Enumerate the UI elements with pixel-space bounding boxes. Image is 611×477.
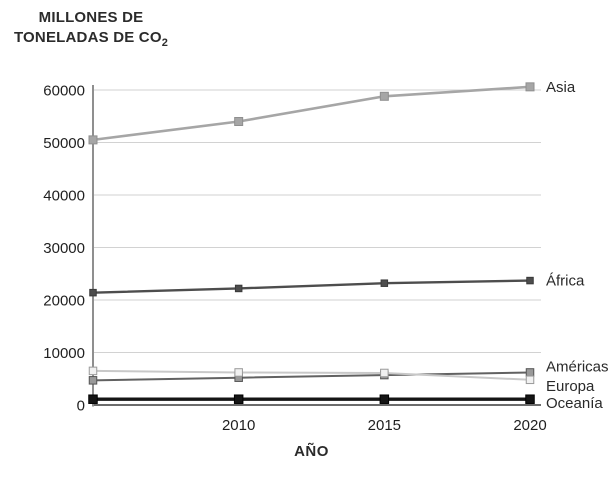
marker-asia-1 bbox=[234, 117, 244, 126]
marker-europa-0 bbox=[88, 366, 98, 376]
marker-americas-0 bbox=[88, 376, 98, 385]
series-line-africa bbox=[92, 279, 531, 294]
marker-africa-0 bbox=[89, 288, 97, 297]
x-tick-label-2020: 2020 bbox=[513, 417, 546, 434]
y-axis-unit-title-line1: MILLONES DE bbox=[38, 9, 144, 26]
series-line-europa bbox=[92, 369, 531, 381]
y-tick-label-20000: 20000 bbox=[43, 293, 85, 310]
co2-subscript: 2 bbox=[161, 36, 169, 49]
series-line-asia bbox=[92, 85, 531, 142]
marker-oceania-3 bbox=[525, 394, 535, 404]
marker-europa-3 bbox=[525, 375, 535, 385]
x-axis-title: AÑO bbox=[294, 443, 329, 460]
marker-oceania-2 bbox=[379, 394, 390, 404]
y-tick-label-50000: 50000 bbox=[43, 135, 85, 152]
marker-europa-1 bbox=[234, 368, 243, 377]
series-line-americas bbox=[92, 371, 531, 382]
marker-europa-2 bbox=[380, 368, 389, 378]
legend-label-oceania: Oceanía bbox=[546, 395, 603, 412]
marker-africa-1 bbox=[234, 284, 243, 293]
y-axis-unit-title-line2: TONELADAS DE CO bbox=[13, 28, 162, 46]
y-tick-label-0: 0 bbox=[77, 398, 85, 415]
marker-asia-2 bbox=[379, 91, 389, 101]
x-tick-label-2010: 2010 bbox=[222, 417, 255, 434]
marker-americas-3 bbox=[525, 368, 535, 377]
x-tick-label-2015: 2015 bbox=[368, 417, 401, 434]
y-tick-label-40000: 40000 bbox=[43, 188, 85, 205]
y-tick-label-30000: 30000 bbox=[43, 240, 85, 257]
marker-africa-3 bbox=[526, 276, 534, 285]
marker-oceania-0 bbox=[88, 394, 98, 404]
y-tick-label-60000: 60000 bbox=[43, 83, 85, 100]
marker-asia-0 bbox=[88, 135, 98, 145]
y-tick-label-10000: 10000 bbox=[43, 345, 85, 362]
legend-label-africa: África bbox=[546, 273, 585, 290]
marker-asia-3 bbox=[525, 82, 535, 92]
legend-label-asia: Asia bbox=[546, 79, 576, 96]
marker-oceania-1 bbox=[233, 394, 244, 404]
y-axis-unit-title: MILLONES DE TONELADAS DE CO2 bbox=[12, 8, 170, 50]
legend-label-europa: Europa bbox=[546, 378, 595, 395]
legend-label-americas: Américas bbox=[546, 358, 609, 375]
marker-africa-2 bbox=[380, 279, 389, 287]
